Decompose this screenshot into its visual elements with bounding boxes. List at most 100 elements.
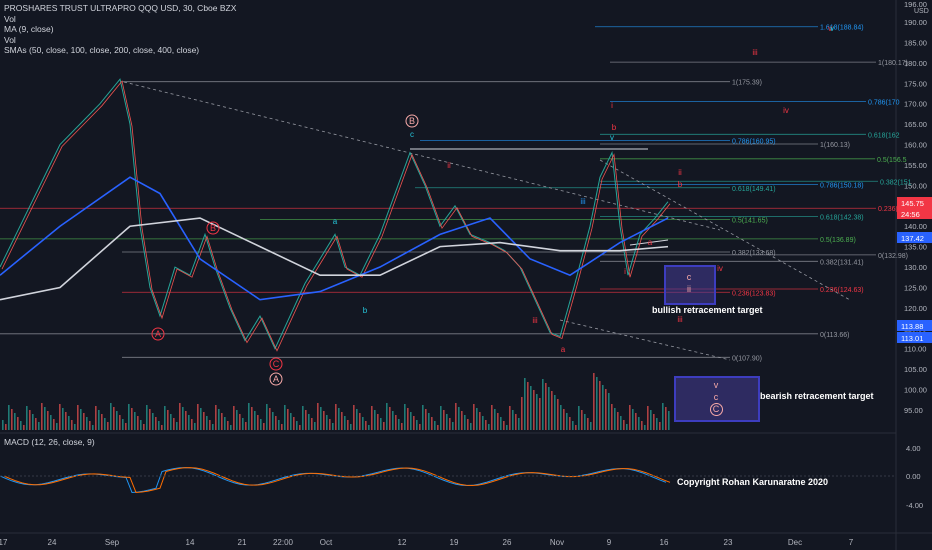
fib-label: 0.236(144 <box>878 206 910 213</box>
volume-bar <box>488 424 490 430</box>
volume-bar <box>140 420 142 430</box>
volume-bar <box>128 404 130 430</box>
volume-bar <box>509 406 511 430</box>
volume-bar <box>632 409 634 430</box>
wave-label: ii <box>678 168 682 177</box>
volume-bar <box>341 412 343 430</box>
volume-bar <box>497 413 499 430</box>
wave-label: iv <box>783 106 789 115</box>
volume-bar <box>122 419 124 430</box>
fib-label: 0.5(141.65) <box>732 217 768 224</box>
macd-tick-label: -4.00 <box>906 501 923 510</box>
volume-bar <box>167 410 169 430</box>
volume-bar <box>512 410 514 430</box>
volume-bar <box>65 412 67 430</box>
x-tick-label: 14 <box>186 538 195 547</box>
volume-bar <box>395 415 397 430</box>
copyright-note: Copyright Rohan Karunaratne 2020 <box>677 477 829 487</box>
volume-bar <box>137 416 139 430</box>
legend-vol[interactable]: Vol <box>4 13 16 24</box>
volume-bar <box>8 405 10 430</box>
volume-bar <box>26 406 28 430</box>
legend-ma[interactable]: MA (9, close) <box>4 24 54 34</box>
volume-bar <box>47 411 49 430</box>
volume-bar <box>548 387 550 430</box>
volume-bar <box>302 406 304 430</box>
wave-label: B <box>210 223 216 233</box>
price-badge-label: 145.75 <box>901 199 924 208</box>
volume-bar <box>479 412 481 430</box>
legend-vol-2[interactable]: Vol <box>4 34 16 45</box>
fib-label: 0.618(149.41) <box>732 186 776 193</box>
y-tick-label: 165.00 <box>904 120 927 129</box>
wave-label: B <box>409 116 415 126</box>
macd-legend[interactable]: MACD (12, 26, close, 9) <box>4 437 95 447</box>
volume-bar <box>329 419 331 430</box>
volume-bar <box>641 421 643 430</box>
volume-bar <box>605 389 607 430</box>
volume-bar <box>152 413 154 430</box>
volume-bar <box>284 405 286 430</box>
y-tick-label: 95.00 <box>904 406 923 415</box>
volume-bar <box>71 420 73 430</box>
volume-bar <box>608 393 610 430</box>
volume-bar <box>383 422 385 430</box>
symbol-title[interactable]: PROSHARES TRUST ULTRAPRO QQQ USD, 30, Cb… <box>4 3 237 13</box>
volume-bar <box>629 405 631 430</box>
volume-bar <box>590 422 592 430</box>
ma9-line <box>1 80 671 352</box>
sma-50-line <box>0 176 669 301</box>
volume-bar <box>335 404 337 430</box>
wave-label: A <box>155 329 161 339</box>
channel-bottom <box>629 239 669 246</box>
y-tick-label: 190.00 <box>904 18 927 27</box>
legend-smas[interactable]: SMAs (50, close, 100, close, 200, close,… <box>4 45 200 55</box>
volume-bar <box>449 418 451 430</box>
volume-bar <box>41 403 43 430</box>
volume-bar <box>185 411 187 430</box>
volume-bar <box>275 416 277 430</box>
volume-bar <box>584 414 586 430</box>
volume-bar <box>32 414 34 430</box>
wave-label: iii <box>677 315 683 324</box>
volume-bar <box>473 404 475 430</box>
y-tick-label: 120.00 <box>904 304 927 313</box>
volume-bar <box>650 410 652 430</box>
volume-bar <box>647 406 649 430</box>
volume-bar <box>101 414 103 430</box>
volume-bar <box>500 417 502 430</box>
volume-bar <box>263 423 265 430</box>
volume-bar <box>611 404 613 430</box>
y-tick-label: 150.00 <box>904 181 927 190</box>
volume-bar <box>164 406 166 430</box>
volume-bar <box>482 416 484 430</box>
volume-bar <box>530 386 532 430</box>
volume-bar <box>227 421 229 430</box>
y-tick-label: 100.00 <box>904 386 927 395</box>
wave-label: v <box>610 133 614 142</box>
volume-bar <box>359 413 361 430</box>
volume-bar <box>212 424 214 430</box>
price-badge <box>897 197 932 208</box>
volume-bar <box>176 422 178 430</box>
price-line <box>0 78 669 350</box>
fib-label: 0.786(150.18) <box>820 183 864 190</box>
volume-bar <box>578 406 580 430</box>
volume-bar <box>404 404 406 430</box>
volume-bar <box>221 413 223 430</box>
fib-label: 0.382(131.41) <box>820 259 864 266</box>
macd-line <box>0 467 667 493</box>
volume-bar <box>626 424 628 430</box>
wave-circle <box>405 114 419 128</box>
volume-bar <box>134 412 136 430</box>
macd-tick-label: 0.00 <box>906 472 921 481</box>
volume-bar <box>326 415 328 430</box>
bullish-target-box[interactable] <box>664 265 716 305</box>
volume-bar <box>299 425 301 430</box>
volume-bar <box>662 403 664 430</box>
volume-bar <box>98 410 100 430</box>
wave-label: C <box>273 359 280 369</box>
volume-bar <box>254 411 256 430</box>
volume-bar <box>119 415 121 430</box>
